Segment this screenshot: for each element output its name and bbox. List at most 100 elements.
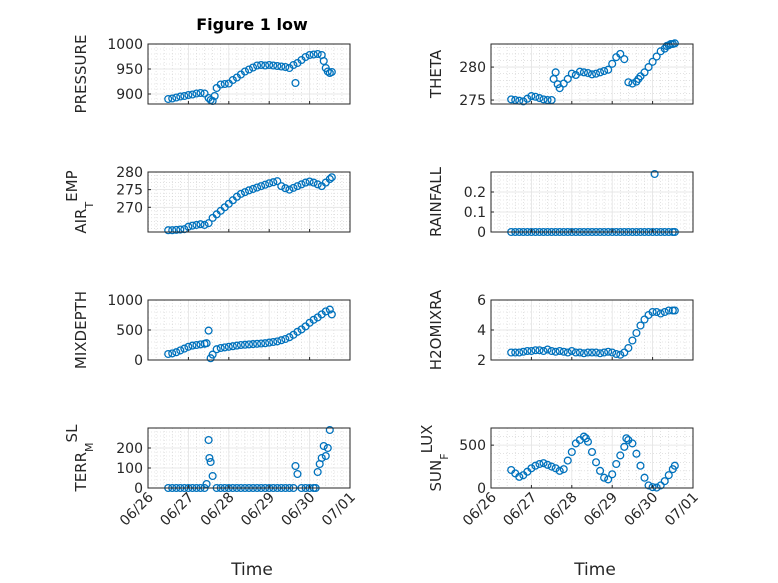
figure-title: Figure 1 low <box>196 15 308 34</box>
data-point <box>555 84 564 93</box>
y-tick-label: 2 <box>477 353 486 369</box>
data-point <box>660 307 669 317</box>
y-tick-label: 950 <box>116 62 143 78</box>
data-point <box>253 339 262 348</box>
data-point <box>664 471 673 480</box>
data-point <box>200 220 209 229</box>
data-point <box>547 346 556 356</box>
data-point <box>248 184 258 193</box>
x-tick-label: 06/29 <box>238 490 278 530</box>
y-axis-label: TERRMSL <box>63 424 96 493</box>
data-point <box>632 328 641 338</box>
data-point <box>567 447 576 457</box>
data-point <box>196 220 205 229</box>
data-point <box>269 337 278 347</box>
data-point <box>313 467 322 477</box>
data-point <box>523 346 532 356</box>
data-point <box>531 461 540 470</box>
data-point <box>319 441 328 451</box>
data-point <box>559 347 568 356</box>
data-point <box>527 346 536 356</box>
data-point <box>616 451 625 460</box>
data-point <box>265 179 274 188</box>
data-point <box>616 350 625 359</box>
data-point <box>575 348 584 357</box>
data-point <box>587 348 597 357</box>
data-point <box>261 339 270 348</box>
data-point <box>204 219 213 228</box>
data-point <box>640 68 649 77</box>
data-point <box>620 55 629 64</box>
data-point <box>317 453 326 463</box>
y-tick-label: 270 <box>116 200 143 216</box>
data-point <box>575 67 584 76</box>
data-point <box>321 451 330 461</box>
data-point <box>543 460 552 469</box>
data-point <box>327 310 336 319</box>
data-point <box>273 177 282 186</box>
y-tick-label: 200 <box>116 441 143 457</box>
data-point <box>628 439 637 448</box>
data-point <box>640 315 649 324</box>
data-point <box>269 178 278 187</box>
data-point <box>172 225 181 234</box>
y-tick-label: 100 <box>116 461 143 477</box>
data-point <box>180 91 189 101</box>
data-point <box>212 345 221 354</box>
x-tick-label: 06/27 <box>157 490 197 530</box>
data-point <box>531 346 540 355</box>
data-point <box>612 349 621 359</box>
data-point <box>192 340 201 350</box>
data-point <box>273 61 282 71</box>
data-point <box>228 342 237 351</box>
data-point <box>291 461 300 471</box>
data-point <box>535 459 544 469</box>
data-point <box>644 63 653 72</box>
y-tick-label: 280 <box>459 60 486 76</box>
data-point <box>555 466 564 475</box>
data-point <box>656 47 665 56</box>
data-point <box>620 442 629 451</box>
data-point <box>636 321 645 330</box>
y-label-subscript: T <box>83 202 96 210</box>
data-point <box>535 346 544 355</box>
data-point <box>196 88 205 98</box>
data-point <box>184 90 193 100</box>
data-point <box>220 79 229 89</box>
y-tick-label: 0 <box>477 481 486 497</box>
data-point <box>527 92 536 101</box>
data-point <box>608 470 617 479</box>
data-point <box>604 347 613 356</box>
data-point <box>244 186 254 195</box>
data-point <box>579 349 588 358</box>
data-point <box>200 89 209 98</box>
data-point <box>192 89 201 98</box>
data-point <box>670 39 679 48</box>
data-point <box>188 221 197 230</box>
data-point <box>236 189 245 198</box>
data-point <box>208 471 217 481</box>
data-point <box>559 465 568 474</box>
data-point <box>180 344 189 353</box>
data-point <box>600 348 609 357</box>
data-point <box>305 50 314 60</box>
data-point <box>309 50 318 59</box>
data-point <box>515 348 524 357</box>
data-point <box>277 336 286 345</box>
data-point <box>205 453 214 463</box>
data-point <box>555 346 564 356</box>
data-point <box>563 348 572 357</box>
y-axis-label: PRESSURE <box>72 35 90 114</box>
x-axis-label-right: Time <box>573 560 616 580</box>
data-point <box>608 348 617 357</box>
data-point <box>325 175 334 184</box>
data-point <box>624 78 633 87</box>
data-point <box>636 461 645 470</box>
data-point <box>507 348 516 357</box>
axes-box <box>490 427 694 489</box>
data-point <box>180 225 189 234</box>
data-point <box>208 350 217 359</box>
axes-background <box>148 172 350 232</box>
